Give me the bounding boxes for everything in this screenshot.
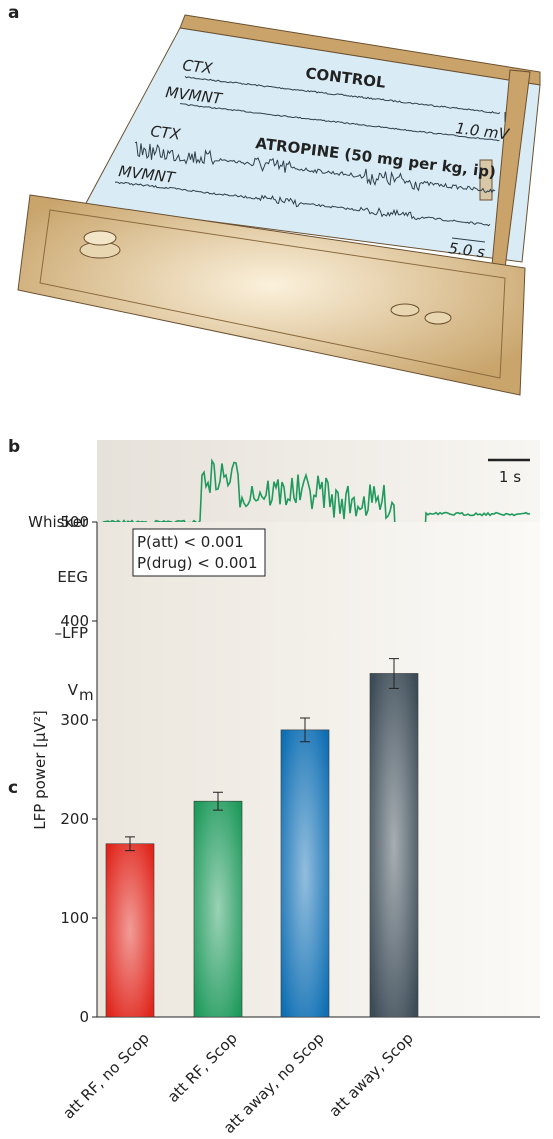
error-bar — [213, 791, 223, 811]
x-tick-label: att RF, Scop — [164, 1029, 241, 1106]
error-bar — [125, 836, 135, 852]
recorder-label: CTX — [150, 122, 183, 144]
trace-label: V — [68, 681, 79, 699]
trace-label-sub: m — [79, 686, 94, 704]
annotation: P(att) < 0.001 — [137, 533, 244, 551]
y-tick-label: 100 — [60, 909, 89, 927]
recorder-trace — [134, 141, 496, 194]
bar-shine — [370, 673, 418, 1017]
x-tick-label: att away, Scop — [325, 1029, 416, 1120]
recorder-trace — [179, 103, 500, 142]
recorder-trace — [184, 75, 501, 115]
scale-bar — [451, 237, 486, 243]
annotation: P(drug) < 0.001 — [137, 554, 258, 572]
y-tick-label: 0 — [79, 1008, 89, 1026]
recorder-label: 5.0 s — [448, 239, 487, 261]
y-tick-label: 300 — [60, 711, 89, 729]
y-tick-label: 400 — [60, 612, 89, 630]
recorder-trace — [114, 181, 491, 227]
panel-label: c — [8, 778, 18, 798]
panel-label: a — [8, 3, 19, 23]
recorder-label: CTX — [182, 56, 215, 78]
panel-label: b — [8, 437, 20, 457]
bar-shine — [281, 729, 329, 1017]
y-axis-label: LFP power [µV²] — [31, 710, 49, 829]
trace-label: Whisker — [28, 513, 89, 531]
y-tick-label: 200 — [60, 810, 89, 828]
trace-label: –LFP — [54, 624, 88, 642]
error-bar — [300, 717, 310, 743]
bar-shine — [106, 843, 154, 1017]
trace-label: EEG — [57, 568, 88, 586]
y-tick-label: 500 — [60, 513, 89, 531]
recorder — [17, 14, 541, 396]
annotation-box — [132, 528, 266, 577]
error-bar — [389, 658, 399, 689]
bar-shine — [194, 801, 242, 1017]
x-tick-label: att RF, no Scop — [59, 1029, 153, 1123]
scale-label: 1 s — [499, 468, 521, 486]
